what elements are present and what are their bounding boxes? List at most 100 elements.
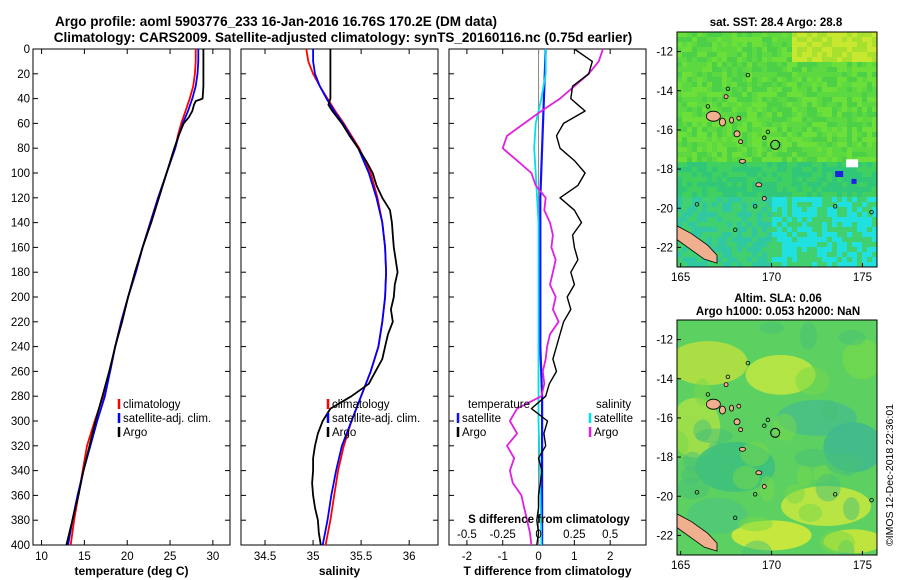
x-tick-label: 34.5 [254, 551, 276, 563]
map-cell [782, 152, 787, 157]
map-cell [737, 137, 742, 142]
map-cell [722, 202, 727, 207]
map-cell [727, 62, 732, 67]
map-cell [732, 242, 737, 247]
map-cell [852, 87, 857, 92]
map-cell [792, 152, 797, 157]
map-cell [827, 42, 832, 47]
map-cell [737, 142, 742, 147]
map-cell [872, 87, 877, 92]
map-cell [862, 177, 867, 182]
map-cell [807, 42, 812, 47]
map-cell [732, 77, 737, 82]
map-cell [727, 97, 732, 102]
map-cell [742, 237, 747, 242]
map-cell [857, 262, 862, 267]
map-cell [822, 227, 827, 232]
map-cell [852, 47, 857, 52]
map-cell [827, 37, 832, 42]
legend-label-satellite: satellite-adj. clim. [332, 413, 420, 425]
map-cell [732, 47, 737, 52]
map-cell [832, 147, 837, 152]
map-cell [687, 117, 692, 122]
map-cell [732, 127, 737, 132]
map-cell [822, 212, 827, 217]
map-cell [847, 117, 852, 122]
map-cell [707, 42, 712, 47]
map-cell [787, 37, 792, 42]
map-cell [697, 162, 702, 167]
map-cell [792, 92, 797, 97]
map-cell [692, 57, 697, 62]
map-cell [767, 77, 772, 82]
map-cell [722, 227, 727, 232]
map-cell [872, 217, 877, 222]
map-cell [782, 132, 787, 137]
map-cell [692, 132, 697, 137]
map-cell [707, 152, 712, 157]
map-cell [762, 47, 767, 52]
map-cell [777, 172, 782, 177]
map-cell [707, 57, 712, 62]
map-cell [722, 62, 727, 67]
map-cell [762, 77, 767, 82]
map-cell [792, 162, 797, 167]
map-cell [807, 47, 812, 52]
map-cell [712, 32, 717, 37]
map-cell [752, 222, 757, 227]
map-cell [812, 72, 817, 77]
map-cell [842, 167, 847, 172]
map-cell [712, 237, 717, 242]
map-cell [827, 252, 832, 257]
map-cell [792, 172, 797, 177]
map-cell [847, 237, 852, 242]
map-cell [742, 132, 747, 137]
map-cell [747, 37, 752, 42]
map-cell [827, 197, 832, 202]
map-cell [717, 97, 722, 102]
map-cell [802, 32, 807, 37]
map-cell [702, 187, 707, 192]
map-cell [747, 67, 752, 72]
map-cell [832, 247, 837, 252]
map-cell [762, 112, 767, 117]
map-cell [807, 82, 812, 87]
map-cell [792, 62, 797, 67]
map-cell [832, 157, 837, 162]
map-cell [792, 257, 797, 262]
map-cell [757, 262, 762, 267]
map-cell [807, 157, 812, 162]
reef-outline [869, 497, 874, 503]
map-cell [822, 32, 827, 37]
map-cell [732, 122, 737, 127]
map-cell [747, 247, 752, 252]
map-cell [712, 57, 717, 62]
map-cell [777, 92, 782, 97]
map-cell [687, 172, 692, 177]
top-x-tick-label: 0.25 [563, 529, 585, 541]
map-cell [767, 42, 772, 47]
map-cell [847, 52, 852, 57]
reef-outline [752, 204, 758, 209]
map-cell [797, 37, 802, 42]
map-cell [837, 112, 842, 117]
map-cell [762, 237, 767, 242]
map-cell [822, 177, 827, 182]
map-cell [857, 167, 862, 172]
map-cell [807, 167, 812, 172]
map-cell [762, 257, 767, 262]
map-cell [732, 62, 737, 67]
map-cell [707, 62, 712, 67]
map-cell [777, 182, 782, 187]
map-cell [697, 197, 702, 202]
map-cell [757, 57, 762, 62]
map-cell [857, 132, 862, 137]
map-cell [677, 97, 682, 102]
map-cell [812, 252, 817, 257]
y-tick-label: 160 [11, 242, 30, 254]
map-cell [872, 177, 877, 182]
x-tick-label: 1 [571, 551, 577, 563]
map-cell [707, 157, 712, 162]
top-x-tick-label: 0 [535, 529, 541, 541]
map-cell [702, 142, 707, 147]
